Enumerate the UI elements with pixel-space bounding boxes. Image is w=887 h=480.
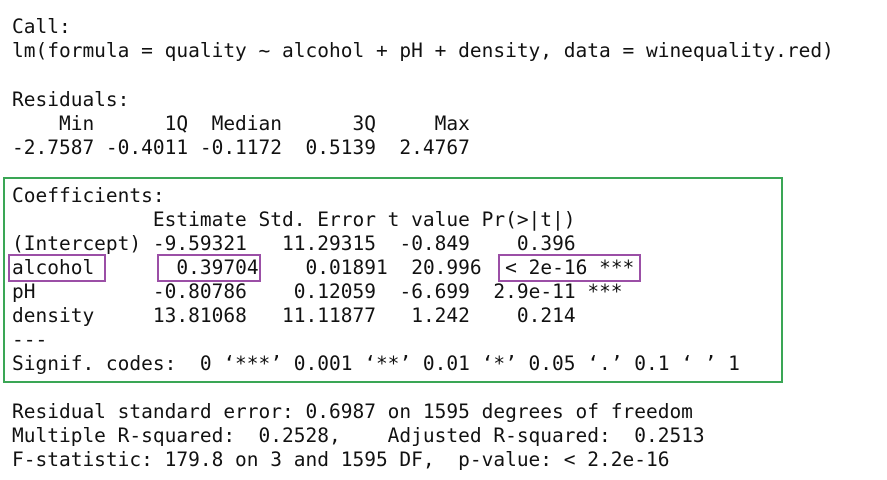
coef-row-intercept: (Intercept) -9.59321 11.29315 -0.849 0.3… xyxy=(12,232,623,256)
coef-row-alcohol: alcohol 0.39704 0.01891 20.996 < 2e-16 *… xyxy=(12,256,634,280)
coef-p-value: < 2e-16 xyxy=(505,256,588,279)
coef-signif: *** xyxy=(599,256,635,279)
coef-std-error: 11.11877 xyxy=(282,304,376,327)
coef-signif: *** xyxy=(587,280,623,303)
coefficients-header: Estimate Std. Error t value Pr(>|t|) xyxy=(12,208,623,231)
coef-estimate: 0.39704 xyxy=(176,256,259,279)
coef-t-value: -0.849 xyxy=(399,232,470,255)
residual-standard-error: Residual standard error: 0.6987 on 1595 … xyxy=(12,400,693,423)
coef-std-error: 0.12059 xyxy=(293,280,376,303)
alcohol-pvalue-highlight-box xyxy=(498,254,641,282)
coef-row-ph: pH -0.80786 0.12059 -6.699 2.9e-11 *** xyxy=(12,280,623,304)
coef-name: (Intercept) xyxy=(12,232,142,255)
coef-name: pH xyxy=(12,280,36,303)
coef-name: density xyxy=(12,304,95,327)
coef-estimate: 13.81068 xyxy=(152,304,247,327)
coef-row-density: density 13.81068 11.11877 1.242 0.214 xyxy=(12,304,623,328)
coefficients-highlight-box xyxy=(3,177,783,383)
call-formula: lm(formula = quality ~ alcohol + pH + de… xyxy=(12,39,834,62)
residuals-values: -2.7587 -0.4011 -0.1172 0.5139 2.4767 xyxy=(12,136,482,159)
signif-codes: Signif. codes: 0 ‘***’ 0.001 ‘**’ 0.01 ‘… xyxy=(12,352,740,375)
residuals-label: Residuals: xyxy=(12,88,130,111)
coef-std-error: 11.29315 xyxy=(282,232,376,255)
coefficients-separator: --- xyxy=(12,328,48,351)
coef-t-value: 1.242 xyxy=(411,304,470,327)
residuals-header: Min 1Q Median 3Q Max xyxy=(12,112,482,135)
f-statistic: F-statistic: 179.8 on 3 and 1595 DF, p-v… xyxy=(12,448,670,471)
coefficients-label: Coefficients: xyxy=(12,184,165,207)
coef-estimate: -0.80786 xyxy=(152,280,247,303)
coef-t-value: -6.699 xyxy=(399,280,470,303)
coef-p-value: 2.9e-11 xyxy=(493,280,576,303)
coef-estimate: -9.59321 xyxy=(152,232,247,255)
alcohol-name-highlight-box xyxy=(8,254,106,282)
coef-std-error: 0.01891 xyxy=(305,256,388,279)
coef-name: alcohol xyxy=(12,256,95,279)
coef-t-value: 20.996 xyxy=(411,256,482,279)
coef-p-value: 0.214 xyxy=(516,304,576,327)
coef-p-value: 0.396 xyxy=(516,232,576,255)
r-squared: Multiple R-squared: 0.2528, Adjusted R-s… xyxy=(12,424,717,447)
alcohol-estimate-highlight-box xyxy=(157,254,261,282)
call-label: Call: xyxy=(12,15,71,38)
